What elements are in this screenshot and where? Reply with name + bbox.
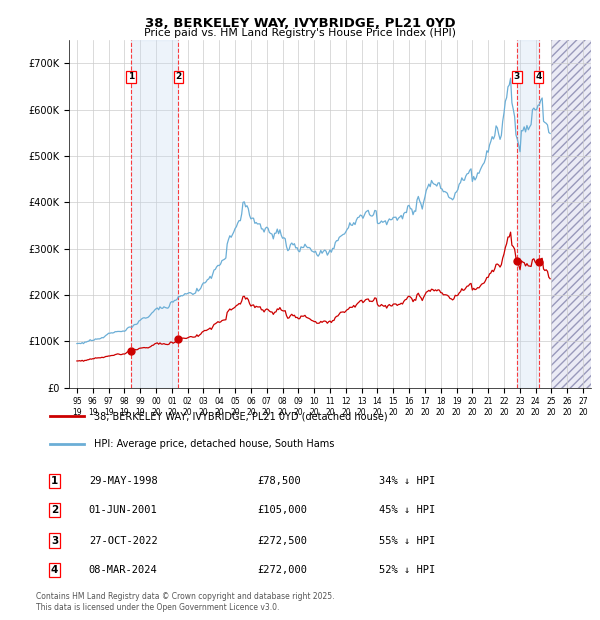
- Text: 4: 4: [51, 565, 58, 575]
- Text: 27-OCT-2022: 27-OCT-2022: [89, 536, 158, 546]
- Text: £78,500: £78,500: [258, 476, 302, 486]
- Text: 52% ↓ HPI: 52% ↓ HPI: [379, 565, 436, 575]
- Text: 08-MAR-2024: 08-MAR-2024: [89, 565, 158, 575]
- Text: 3: 3: [514, 73, 520, 81]
- Text: 2: 2: [175, 73, 182, 81]
- Text: 3: 3: [51, 536, 58, 546]
- Text: 1: 1: [51, 476, 58, 486]
- Point: [534, 257, 544, 267]
- Text: £105,000: £105,000: [258, 505, 308, 515]
- Bar: [131, 40, 178, 388]
- Text: Price paid vs. HM Land Registry's House Price Index (HPI): Price paid vs. HM Land Registry's House …: [144, 28, 456, 38]
- Text: £272,000: £272,000: [258, 565, 308, 575]
- Text: 38, BERKELEY WAY, IVYBRIDGE, PL21 0YD (detached house): 38, BERKELEY WAY, IVYBRIDGE, PL21 0YD (d…: [94, 412, 387, 422]
- Bar: [551, 40, 591, 388]
- Bar: [517, 40, 539, 388]
- Point: [126, 346, 136, 356]
- Text: 2: 2: [51, 505, 58, 515]
- Text: 55% ↓ HPI: 55% ↓ HPI: [379, 536, 436, 546]
- Text: Contains HM Land Registry data © Crown copyright and database right 2025.
This d: Contains HM Land Registry data © Crown c…: [36, 592, 335, 611]
- Point: [173, 334, 183, 344]
- Point: [512, 257, 522, 267]
- Text: 01-JUN-2001: 01-JUN-2001: [89, 505, 158, 515]
- Text: 4: 4: [535, 73, 542, 81]
- Text: £272,500: £272,500: [258, 536, 308, 546]
- Text: HPI: Average price, detached house, South Hams: HPI: Average price, detached house, Sout…: [94, 439, 334, 449]
- Text: 38, BERKELEY WAY, IVYBRIDGE, PL21 0YD: 38, BERKELEY WAY, IVYBRIDGE, PL21 0YD: [145, 17, 455, 30]
- Text: 1: 1: [128, 73, 134, 81]
- Text: 34% ↓ HPI: 34% ↓ HPI: [379, 476, 436, 486]
- Text: 45% ↓ HPI: 45% ↓ HPI: [379, 505, 436, 515]
- Bar: [551, 40, 591, 388]
- Text: 29-MAY-1998: 29-MAY-1998: [89, 476, 158, 486]
